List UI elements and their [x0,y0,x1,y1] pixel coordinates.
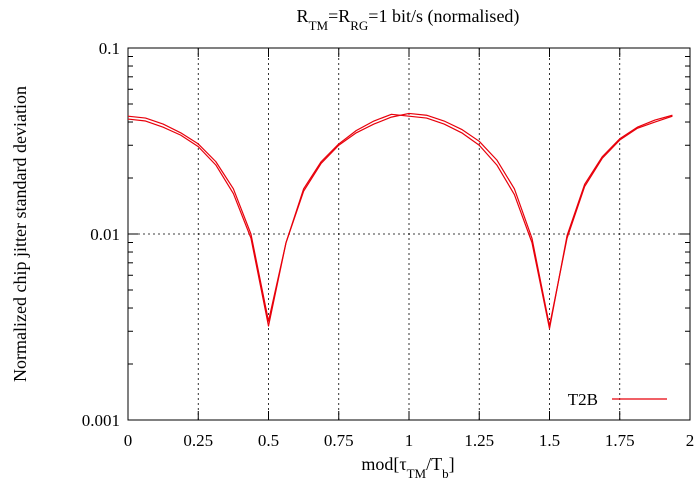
x-tick-label: 0 [124,431,133,450]
title-part-4: =1 bit/s (normalised) [368,6,519,27]
x-tick-label: 1 [405,431,414,450]
x-tick-label: 1.75 [605,431,635,450]
x-axis-label-part-0: mod[ [361,454,399,474]
y-tick-labels: 0.001 0.01 0.1 [82,39,120,430]
x-axis-label-part-2: TM [407,466,427,481]
title-part-3: RG [350,18,368,33]
axis-ticks [127,47,691,421]
y-tick-label: 0.001 [82,411,120,430]
title-part-0: R [297,6,309,26]
x-tick-label: 2 [686,431,695,450]
title-part-1: TM [309,18,329,33]
series-layer [127,112,673,330]
grid-lines [128,48,690,420]
x-axis-label: mod[τTM/Tb] [361,454,454,481]
x-tick-label: 0.75 [324,431,354,450]
x-axis-label-part-4: b [442,466,449,481]
series-line-t2b-0 [127,112,673,327]
y-tick-label: 0.1 [99,39,120,58]
y-tick-label: 0.01 [90,225,120,244]
x-axis-label-part-5: ] [449,454,455,474]
x-tick-label: 1.5 [539,431,560,450]
chart-title: RTM=RRG=1 bit/s (normalised) [297,6,520,33]
x-axis-label-part-3: /T [426,454,442,474]
series-line-t2b-1 [127,113,673,330]
x-tick-label: 0.25 [183,431,213,450]
x-tick-label: 1.25 [464,431,494,450]
x-axis-label-part-1: τ [399,454,406,474]
y-axis-label: Normalized chip jitter standard deviatio… [10,86,30,382]
title-part-2: =R [328,6,350,26]
legend: T2B [568,390,667,409]
x-tick-label: 0.5 [258,431,279,450]
legend-label-t2b: T2B [568,390,598,409]
x-tick-labels: 0 0.25 0.5 0.75 1 1.25 1.5 1.75 2 [124,431,695,450]
